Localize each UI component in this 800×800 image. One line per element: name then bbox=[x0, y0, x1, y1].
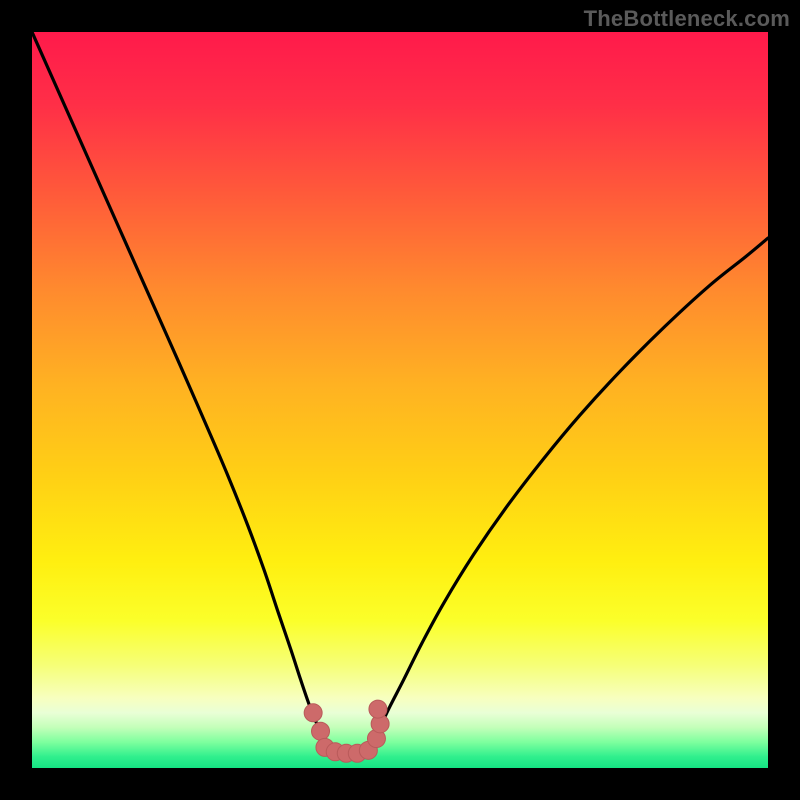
chart-svg bbox=[32, 32, 768, 768]
valley-marker bbox=[369, 700, 387, 718]
chart-frame: TheBottleneck.com bbox=[0, 0, 800, 800]
watermark-text: TheBottleneck.com bbox=[584, 6, 790, 32]
valley-marker bbox=[304, 704, 322, 722]
gradient-background bbox=[32, 32, 768, 768]
plot-area bbox=[32, 32, 768, 768]
valley-marker bbox=[312, 722, 330, 740]
